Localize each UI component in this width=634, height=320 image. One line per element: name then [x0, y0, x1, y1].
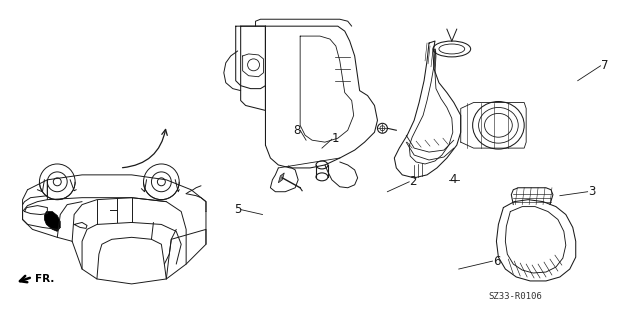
- Polygon shape: [44, 212, 60, 231]
- Text: 2: 2: [410, 175, 417, 188]
- Text: 7: 7: [601, 59, 608, 72]
- Text: SZ33-R0106: SZ33-R0106: [488, 292, 542, 301]
- Text: 6: 6: [493, 255, 500, 268]
- Polygon shape: [278, 173, 284, 183]
- Text: 3: 3: [588, 185, 595, 198]
- Text: FR.: FR.: [36, 274, 55, 284]
- Text: 8: 8: [294, 124, 301, 137]
- Text: 1: 1: [332, 132, 340, 145]
- Text: 4: 4: [449, 173, 456, 186]
- Text: 5: 5: [234, 203, 242, 216]
